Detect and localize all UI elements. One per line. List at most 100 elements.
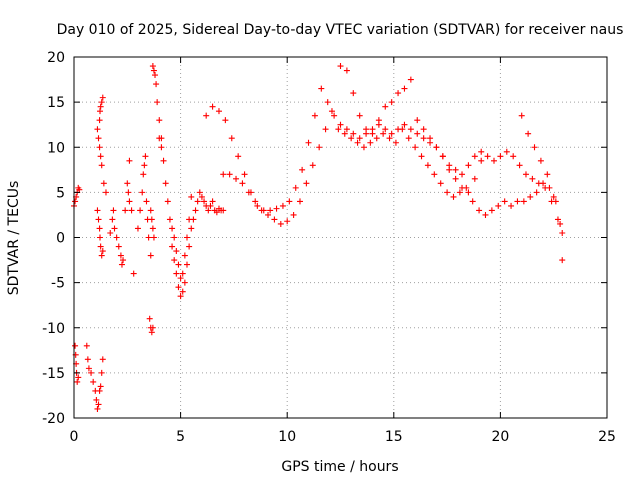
data-point xyxy=(311,112,318,119)
data-point xyxy=(459,171,466,178)
data-point xyxy=(271,216,278,223)
x-tick-label: 15 xyxy=(385,429,403,445)
data-point xyxy=(373,135,380,142)
data-point xyxy=(85,365,92,372)
data-point xyxy=(533,189,540,196)
data-point xyxy=(126,157,133,164)
data-point xyxy=(322,126,329,133)
data-point xyxy=(95,216,102,223)
data-point xyxy=(97,383,104,390)
data-point xyxy=(96,117,103,124)
data-point xyxy=(98,369,105,376)
y-tick-label: 0 xyxy=(56,231,65,247)
data-point xyxy=(96,225,103,232)
data-point xyxy=(552,198,559,205)
data-point xyxy=(254,202,261,209)
y-axis-label: SDTVAR / TECUs xyxy=(6,181,22,296)
data-point xyxy=(95,135,102,142)
data-point xyxy=(93,396,100,403)
data-point xyxy=(495,202,502,209)
axes-layer: 0 5 10 15 20 25 -20 -15 -10 -5 0 5 10 15 20 xyxy=(42,50,616,445)
data-point xyxy=(107,229,114,236)
data-point xyxy=(277,220,284,227)
data-point xyxy=(392,139,399,146)
data-point xyxy=(424,162,431,169)
x-tick-label: 20 xyxy=(491,429,509,445)
data-point xyxy=(196,189,203,196)
data-point xyxy=(309,162,316,169)
data-point xyxy=(350,130,357,137)
data-point xyxy=(111,225,118,232)
data-point xyxy=(267,207,274,214)
data-point xyxy=(465,162,472,169)
data-point xyxy=(153,81,160,88)
data-point xyxy=(215,108,222,115)
data-point xyxy=(525,130,532,137)
data-point xyxy=(203,112,210,119)
data-point xyxy=(363,126,370,133)
data-point xyxy=(399,126,406,133)
data-point xyxy=(110,207,117,214)
data-point xyxy=(164,198,171,205)
data-point xyxy=(175,284,182,291)
data-point xyxy=(382,126,389,133)
data-point xyxy=(166,216,173,223)
data-point xyxy=(510,153,517,160)
data-point xyxy=(414,117,421,124)
data-point xyxy=(181,252,188,259)
data-point xyxy=(149,225,156,232)
data-point xyxy=(433,144,440,151)
data-point xyxy=(412,144,419,151)
data-point xyxy=(546,184,553,191)
data-point xyxy=(76,186,83,193)
data-point xyxy=(286,198,293,205)
data-point xyxy=(84,356,91,363)
data-point xyxy=(516,162,523,169)
data-point xyxy=(128,207,135,214)
data-point xyxy=(220,171,227,178)
data-point xyxy=(194,198,201,205)
data-point xyxy=(115,243,122,250)
data-point xyxy=(290,211,297,218)
data-point xyxy=(130,270,137,277)
data-point xyxy=(169,243,176,250)
data-point xyxy=(518,112,525,119)
data-point xyxy=(117,252,124,259)
y-tick-label: -5 xyxy=(51,276,65,292)
data-point xyxy=(450,193,457,200)
data-point xyxy=(149,324,156,331)
data-point xyxy=(488,207,495,214)
data-point xyxy=(192,207,199,214)
data-point xyxy=(98,252,105,259)
data-point xyxy=(96,387,103,394)
data-point xyxy=(478,148,485,155)
data-point xyxy=(427,135,434,142)
data-point xyxy=(456,189,463,196)
data-point xyxy=(109,216,116,223)
data-point xyxy=(299,166,306,173)
y-tick-label: -15 xyxy=(42,366,65,382)
data-point xyxy=(72,198,79,205)
data-point xyxy=(220,207,227,214)
data-point xyxy=(405,135,412,142)
data-point xyxy=(279,202,286,209)
data-point xyxy=(90,378,97,385)
data-point xyxy=(557,220,564,227)
data-point xyxy=(343,126,350,133)
chart-title: Day 010 of 2025, Sidereal Day-to-day VTE… xyxy=(57,22,624,38)
data-point xyxy=(134,225,141,232)
data-point xyxy=(418,153,425,160)
x-tick-label: 25 xyxy=(598,429,616,445)
data-point xyxy=(369,130,376,137)
data-point xyxy=(484,153,491,160)
data-point xyxy=(258,207,265,214)
data-point xyxy=(147,207,154,214)
data-point xyxy=(529,175,536,182)
data-point xyxy=(233,175,240,182)
data-point xyxy=(137,207,144,214)
data-point xyxy=(544,171,551,178)
data-point xyxy=(407,76,414,83)
data-point xyxy=(273,205,280,212)
data-point xyxy=(147,252,154,259)
